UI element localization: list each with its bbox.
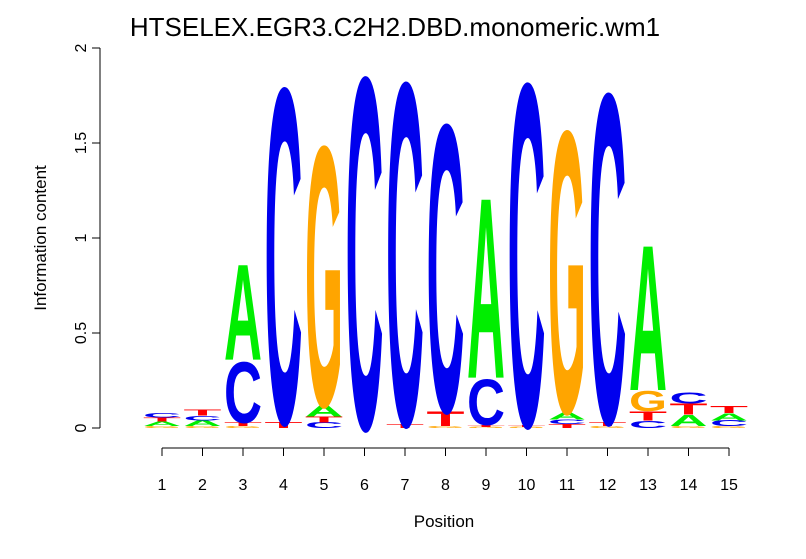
logo-column: GTC xyxy=(426,39,464,499)
logo-letter-g: G xyxy=(427,426,465,429)
x-tick-label: 2 xyxy=(198,477,207,494)
x-tick-label: 4 xyxy=(279,477,288,494)
logo-letter-g: G xyxy=(184,426,222,429)
logo-letter-t: T xyxy=(670,400,708,418)
x-tick-label: 1 xyxy=(158,477,167,494)
logo-letter-t: T xyxy=(629,408,667,423)
logo-column: TC xyxy=(386,0,424,528)
logo-letter-c: C xyxy=(467,365,505,439)
x-tick-label: 3 xyxy=(239,477,248,494)
logo-column: GTC xyxy=(588,0,626,523)
x-tick-label: 14 xyxy=(680,477,698,494)
y-axis: 0 0.5 1 1.5 2 xyxy=(73,43,101,432)
logo-letter-a: A xyxy=(224,237,262,390)
logo-letter-c: C xyxy=(184,414,222,421)
y-tick-label: 2 xyxy=(73,43,90,52)
logo-letter-t: T xyxy=(548,423,586,429)
x-tick-label: 6 xyxy=(360,477,369,494)
x-tick-label: 11 xyxy=(559,477,576,494)
y-tick-label: 0 xyxy=(73,423,90,432)
logo-letter-c: C xyxy=(629,419,667,431)
logo-letter-c: C xyxy=(548,418,586,425)
logo-letter-t: T xyxy=(588,421,626,427)
y-axis-label: Information content xyxy=(31,165,50,311)
logo-letter-g: G xyxy=(305,70,343,485)
x-axis: 1 2 3 4 5 6 7 8 9 10 11 12 13 14 15 xyxy=(158,447,738,494)
logo-letter-g: G xyxy=(629,385,667,418)
logo-letter-g: G xyxy=(143,426,181,429)
logo-letter-g: G xyxy=(670,426,708,429)
logo-letter-c: C xyxy=(386,0,424,528)
x-tick-label: 15 xyxy=(720,477,738,494)
logo-letter-a: A xyxy=(184,419,222,428)
logo-letter-t: T xyxy=(143,417,181,423)
logo-letter-g: G xyxy=(467,427,505,428)
logo-letter-c: C xyxy=(346,0,384,535)
logo-column: TC xyxy=(265,0,303,525)
x-tick-label: 13 xyxy=(639,477,657,494)
logo-letter-c: C xyxy=(224,345,262,442)
logo-letter-a: A xyxy=(143,420,181,427)
logo-letter-g: G xyxy=(589,426,627,429)
logo-letter-c: C xyxy=(589,0,627,523)
logo-letter-a: A xyxy=(467,143,505,433)
logo-letter-c: C xyxy=(710,419,748,428)
y-tick-label: 1 xyxy=(73,233,90,242)
logo-letter-c: C xyxy=(669,389,707,407)
logo-letter-g: G xyxy=(508,427,546,428)
x-axis-label: Position xyxy=(414,512,474,531)
logo-letter-a: A xyxy=(305,403,343,421)
x-tick-label: 10 xyxy=(518,477,536,494)
x-tick-label: 7 xyxy=(401,477,410,494)
logo-letter-t: T xyxy=(508,425,546,428)
logo-letter-g: G xyxy=(710,426,748,429)
logo-column: GTC xyxy=(507,0,545,529)
x-tick-label: 9 xyxy=(482,477,491,494)
logo-letter-t: T xyxy=(386,423,424,429)
y-tick-label: 0.5 xyxy=(73,322,90,344)
logo-letter-c: C xyxy=(426,39,464,499)
logo-letter-g: G xyxy=(548,47,586,498)
logo-letter-g: G xyxy=(224,426,262,429)
logo-letter-c: C xyxy=(507,0,545,529)
logo-letter-t: T xyxy=(265,421,303,430)
logo-letter-t: T xyxy=(224,421,262,427)
logo-letter-a: A xyxy=(710,411,748,423)
x-tick-label: 12 xyxy=(599,477,617,494)
chart-title: HTSELEX.EGR3.C2H2.DBD.monomeric.wm1 xyxy=(130,12,660,42)
logo-letter-c: C xyxy=(305,421,343,430)
logo-letter-t: T xyxy=(427,407,465,431)
logo-letter-a: A xyxy=(669,412,707,430)
logo-letter-c: C xyxy=(265,0,303,525)
logo-letter-t: T xyxy=(467,425,505,428)
logo-letter-t: T xyxy=(184,409,222,418)
logo-letter-a: A xyxy=(629,202,667,435)
logo-letter-c: C xyxy=(143,412,181,419)
logo-letter-t: T xyxy=(710,404,748,416)
x-tick-label: 5 xyxy=(320,477,329,494)
logo-letter-a: A xyxy=(548,410,586,422)
y-tick-label: 1.5 xyxy=(73,132,90,154)
logo-letter-t: T xyxy=(305,415,343,424)
logo-column: C xyxy=(346,0,384,535)
x-tick-label: 8 xyxy=(441,477,450,494)
